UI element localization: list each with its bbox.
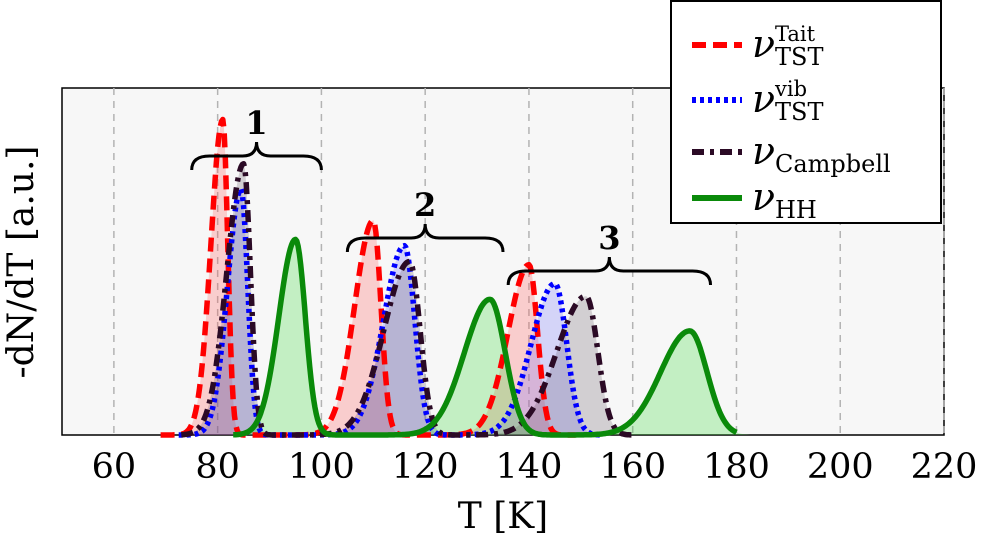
- group-label-3: 3: [598, 219, 620, 257]
- x-tick-label: 160: [599, 447, 666, 487]
- group-brace-3: [506, 256, 713, 286]
- legend-symbol-hh: ν: [752, 175, 775, 219]
- legend-symbol-campbell: ν: [752, 129, 775, 173]
- x-tick-label: 220: [911, 447, 978, 487]
- series-fill-campbell: [484, 296, 628, 435]
- series-line-tait: [159, 116, 578, 438]
- group-label-2: 2: [414, 186, 436, 224]
- group-braces: 1 2 3: [190, 104, 713, 286]
- legend-sub-campbell: Campbell: [775, 150, 891, 178]
- legend-symbol-tait: ν: [752, 22, 775, 66]
- x-axis-title: T [K]: [458, 496, 548, 537]
- x-tick-label: 100: [288, 447, 355, 487]
- series-fill-campbell: [319, 261, 447, 435]
- series-fill-hh: [400, 299, 544, 435]
- x-tick-label: 180: [703, 447, 770, 487]
- series-fill-hh: [237, 239, 330, 435]
- y-axis-title: -dN/dT [a.u.]: [1, 146, 42, 379]
- x-tick-label: 140: [496, 447, 563, 487]
- legend-sub-vib: TST: [775, 98, 823, 126]
- series-fill-hh: [588, 330, 751, 435]
- x-tick-label: 60: [92, 447, 137, 487]
- group-label-1: 1: [245, 104, 267, 142]
- x-tick-label: 80: [195, 447, 240, 487]
- series-line-hh: [231, 236, 738, 438]
- legend-sub-tait: TST: [775, 43, 823, 71]
- legend-sup-vib: vib: [774, 77, 807, 101]
- x-tick-labels: 60 80 100 120 140 160 180 200 220: [92, 447, 978, 487]
- group-brace-2: [345, 223, 505, 253]
- x-tick-label: 120: [392, 447, 459, 487]
- series-line-vib: [177, 186, 604, 438]
- series-lines: [159, 116, 738, 438]
- group-brace-1: [190, 141, 323, 171]
- legend-sub-hh: HH: [775, 196, 817, 224]
- legend-box: [670, 0, 942, 224]
- series-line-campbell: [179, 160, 635, 438]
- legend-sup-tait: Tait: [775, 22, 816, 46]
- legend-symbol-vib: ν: [752, 77, 775, 121]
- x-tick-label: 200: [807, 447, 874, 487]
- series-fill-vib: [472, 283, 597, 435]
- series-fill-vib: [331, 245, 441, 435]
